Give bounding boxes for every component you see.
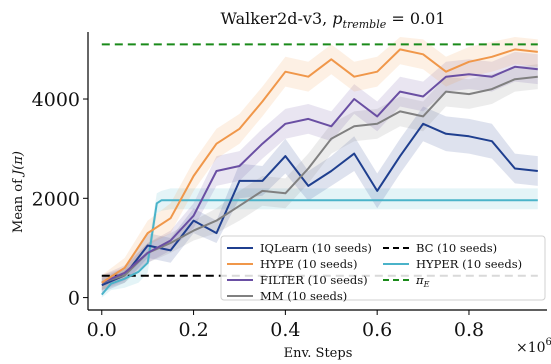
axes <box>87 32 547 311</box>
legend-item-filter-10-seeds: FILTER (10 seeds) <box>227 273 368 287</box>
hyper-10-seeds-line <box>101 199 538 296</box>
x-tick-label: 0.2 <box>178 319 208 341</box>
legend-label: πE <box>415 273 430 289</box>
legend-label: MM (10 seeds) <box>260 289 347 303</box>
series-lines <box>101 43 538 296</box>
mm-10-seeds-band <box>101 64 538 291</box>
tick-marks: 0.0 0.2 0.4 0.6 0.8 0 2000 4000 <box>32 89 484 341</box>
mm-10-seeds-line <box>101 75 538 284</box>
filter-10-seeds-line <box>101 65 538 284</box>
legend-item-iqlearn-10-seeds: IQLearn (10 seeds) <box>227 241 372 255</box>
legend-item-mm-10-seeds: MM (10 seeds) <box>227 289 347 303</box>
iqlearn-10-seeds-line <box>101 122 538 287</box>
legend-label: HYPER (10 seeds) <box>416 257 522 271</box>
legend-label: HYPE (10 seeds) <box>260 257 357 271</box>
hype-10-seeds-band <box>101 37 538 291</box>
x-offset-text: ×106 <box>516 337 551 356</box>
x-axis-label: Env. Steps <box>284 346 353 360</box>
x-tick-label: 0.8 <box>454 319 484 341</box>
legend-label: FILTER (10 seeds) <box>260 273 368 287</box>
y-tick-label: 0 <box>68 288 80 310</box>
legend-item-hyper-10-seeds: HYPER (10 seeds) <box>383 257 522 271</box>
hype-10-seeds-line <box>101 48 538 284</box>
y-axis-label: Mean of J(π) <box>11 151 26 233</box>
legend-item-bc-10-seeds: BC (10 seeds) <box>383 241 497 255</box>
legend-label: IQLearn (10 seeds) <box>260 241 372 255</box>
legend-label: BC (10 seeds) <box>416 241 497 255</box>
x-tick-label: 0.6 <box>362 319 392 341</box>
x-tick-label: 0.4 <box>270 319 300 341</box>
chart-title: Walker2d-v3, ptremble = 0.01 <box>221 9 446 31</box>
legend: IQLearn (10 seeds) BC (10 seeds) HYPE (10 … <box>220 235 546 303</box>
y-tick-label: 4000 <box>32 89 80 111</box>
legend-item-hype-10-seeds: HYPE (10 seeds) <box>227 257 357 271</box>
legend-box <box>220 235 546 301</box>
x-tick-label: 0.0 <box>87 319 117 341</box>
legend-item-e: πE <box>383 273 430 289</box>
y-tick-label: 2000 <box>32 188 80 210</box>
